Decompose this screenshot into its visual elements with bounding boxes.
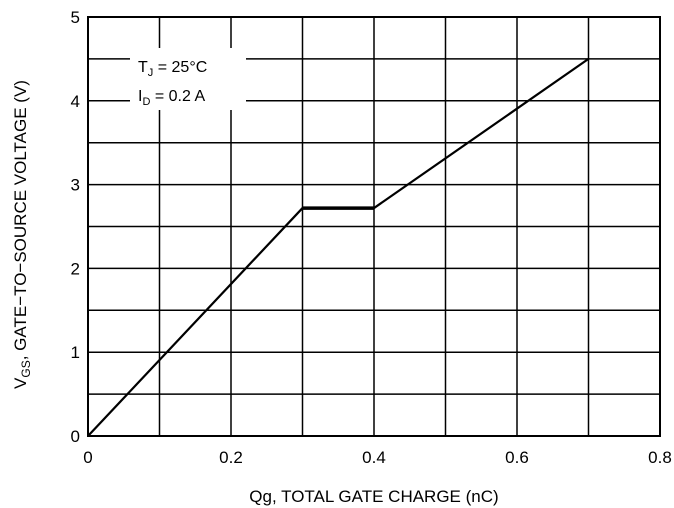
y-tick-label: 1	[71, 343, 80, 362]
x-tick-label: 0.4	[362, 448, 386, 467]
x-axis-title: Qg, TOTAL GATE CHARGE (nC)	[249, 487, 498, 506]
y-tick-label: 5	[71, 8, 80, 27]
x-tick-label: 0.8	[648, 448, 672, 467]
series-group	[87, 57, 590, 437]
x-tick-labels: 0 0.2 0.4 0.6 0.8	[83, 448, 672, 467]
plot-frame	[87, 16, 661, 437]
x-tick-label: 0.2	[219, 448, 243, 467]
x-tick-label: 0	[83, 448, 92, 467]
y-axis-title: VGS, GATE−TO−SOURCE VOLTAGE (V)	[11, 80, 33, 389]
annotation-tj: TJ = 25°C	[138, 59, 207, 79]
y-tick-label: 2	[71, 259, 80, 278]
y-tick-label: 0	[71, 427, 80, 446]
annotation-box: TJ = 25°C ID = 0.2 A	[130, 48, 246, 110]
x-tick-label: 0.6	[505, 448, 529, 467]
y-tick-labels: 0 1 2 3 4 5	[71, 8, 80, 446]
annotation-id: ID = 0.2 A	[138, 88, 205, 108]
y-tick-label: 3	[71, 176, 80, 195]
series-line	[87, 57, 590, 437]
y-tick-label: 4	[71, 92, 80, 111]
